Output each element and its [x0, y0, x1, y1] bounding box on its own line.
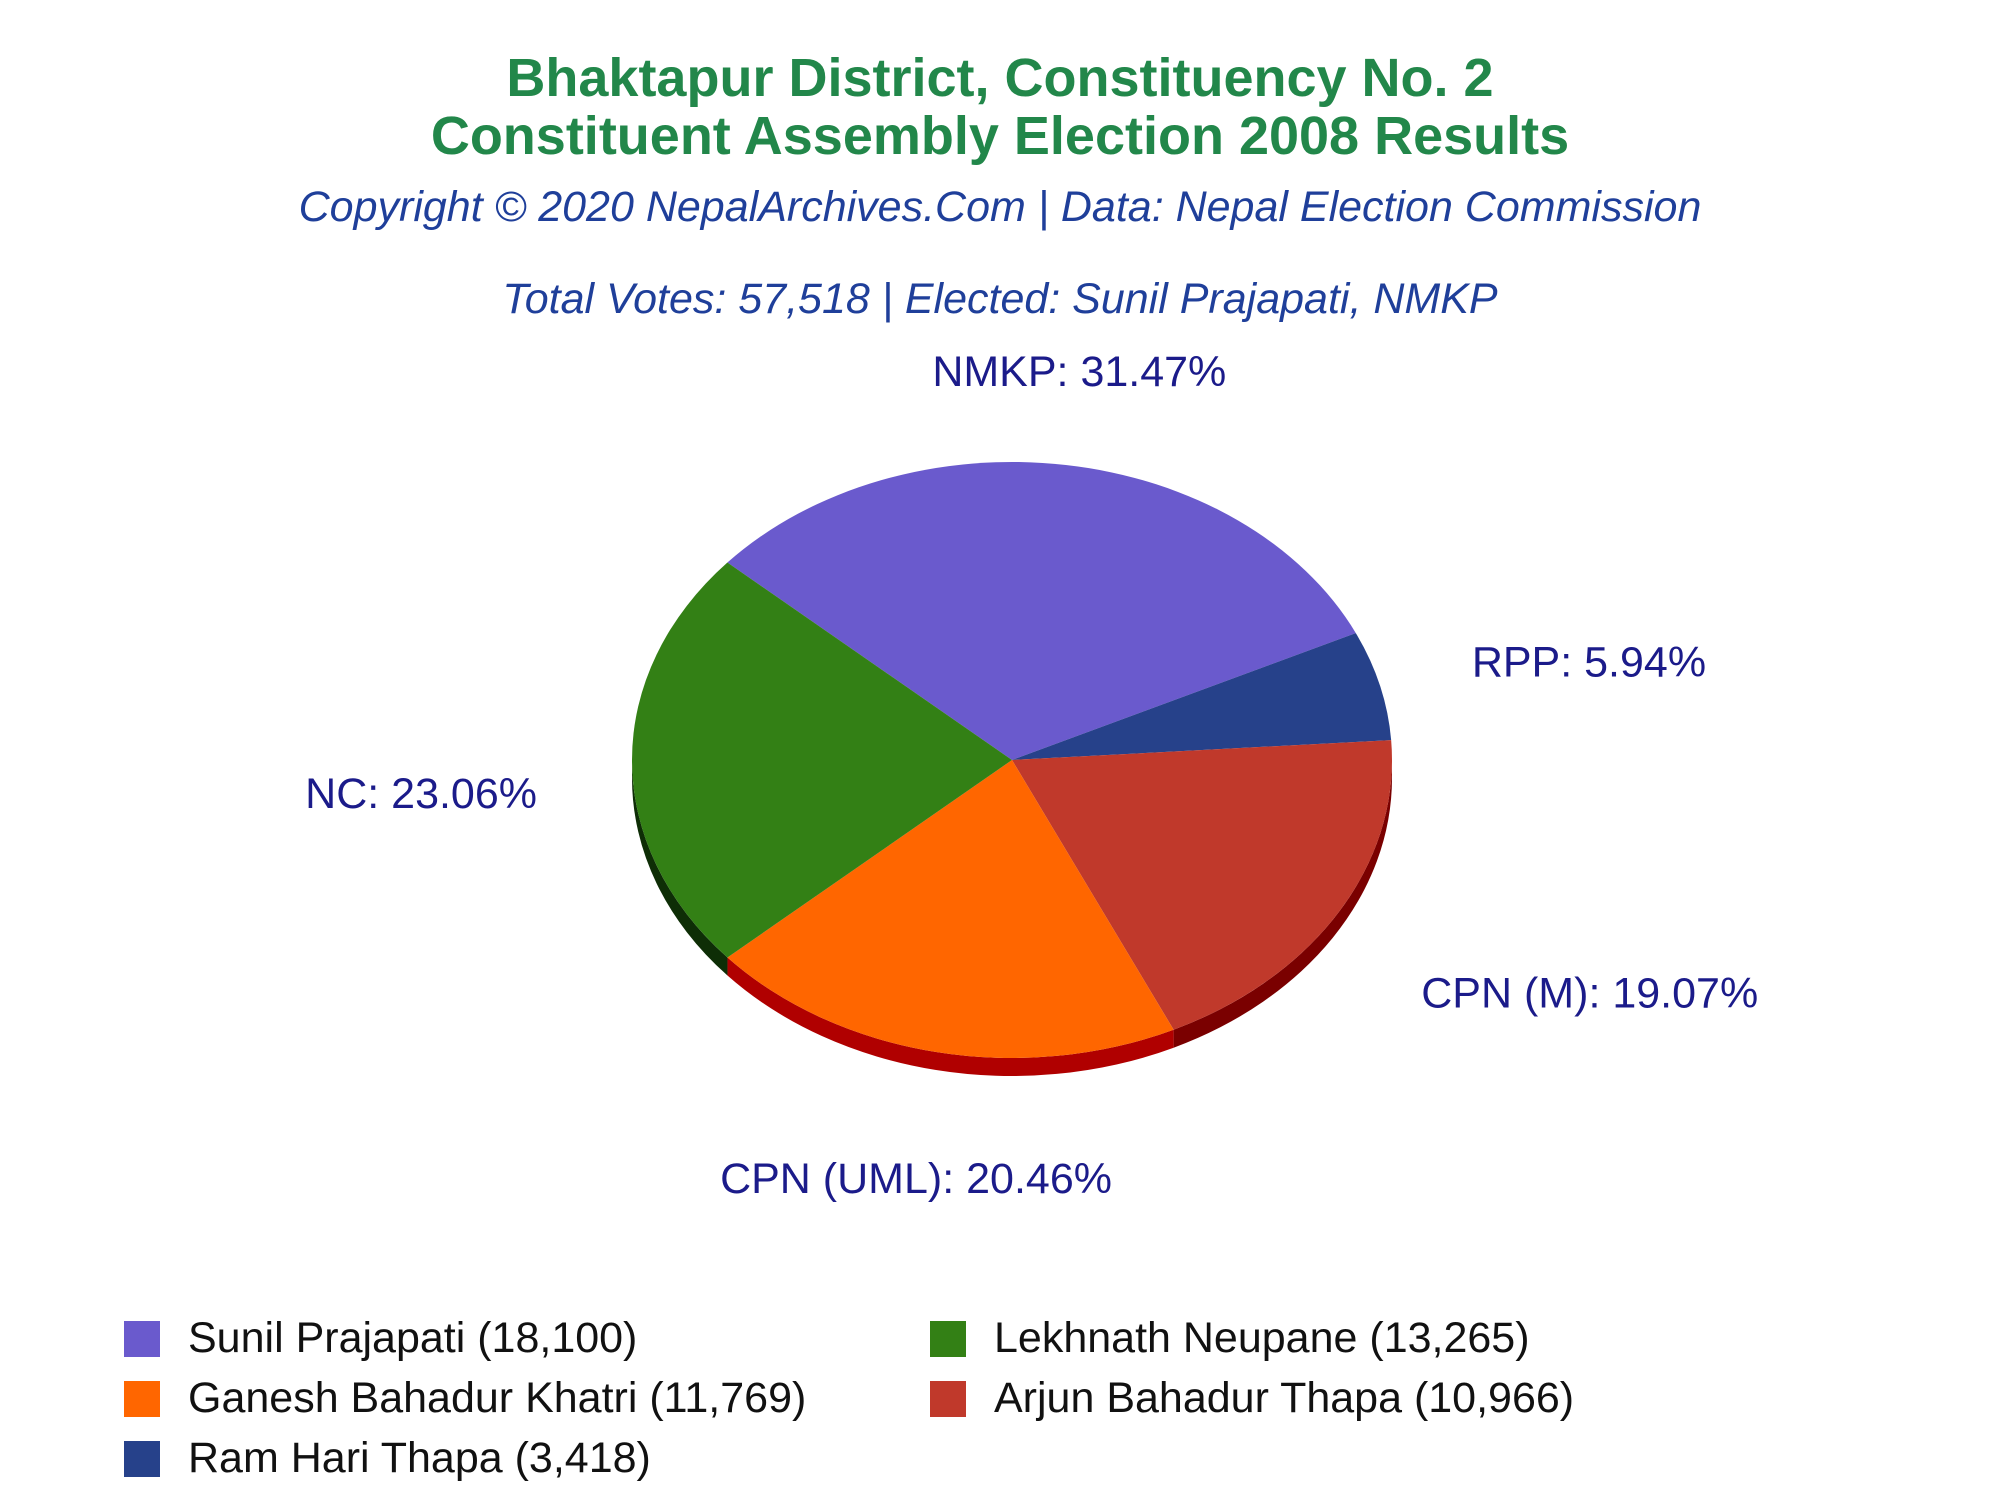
legend-label: Sunil Prajapati (18,100): [188, 1314, 638, 1362]
legend-swatch: [124, 1320, 160, 1357]
slice-label-rpp: RPP: 5.94%: [1472, 638, 1706, 686]
legend-swatch: [124, 1440, 160, 1477]
legend-item: Lekhnath Neupane (13,265): [930, 1314, 1530, 1363]
chart-title-line1: Bhaktapur District, Constituency No. 2: [506, 48, 1494, 108]
pie-side-cpn-uml-: [727, 957, 1174, 1076]
legend-item: Arjun Bahadur Thapa (10,966): [930, 1374, 1574, 1423]
legend-swatch: [124, 1380, 160, 1417]
pie-slice-rpp: [1012, 633, 1392, 760]
pie-chart: NMKP: 31.47% RPP: 5.94% CPN (M): 19.07% CPN…: [305, 348, 1758, 1203]
legend-label: Arjun Bahadur Thapa (10,966): [994, 1374, 1575, 1422]
legend-label: Lekhnath Neupane (13,265): [994, 1314, 1530, 1362]
pie-slice-nmkp: [727, 462, 1356, 760]
slice-label-cpn-uml-: CPN (UML): 20.46%: [720, 1155, 1112, 1203]
slice-label-nmkp: NMKP: 31.47%: [932, 348, 1226, 396]
legend-item: Ram Hari Thapa (3,418): [124, 1434, 651, 1483]
slice-label-cpn-m-: CPN (M): 19.07%: [1421, 969, 1758, 1017]
legend-item: Sunil Prajapati (18,100): [124, 1314, 637, 1363]
pie-side-nc: [632, 760, 728, 976]
pie-slice-cpn-m-: [1012, 740, 1392, 1030]
legend-label: Ganesh Bahadur Khatri (11,769): [188, 1374, 807, 1422]
chart-legend: Sunil Prajapati (18,100) Lekhnath Neupane…: [0, 1300, 2000, 1500]
copyright-text: Copyright © 2020 NepalArchives.Com | Dat…: [298, 183, 1702, 231]
chart-title-line2: Constituent Assembly Election 2008 Resul…: [430, 106, 1570, 166]
pie-slice-cpn-uml-: [727, 760, 1174, 1058]
slice-label-nc: NC: 23.06%: [305, 770, 537, 818]
legend-item: Ganesh Bahadur Khatri (11,769): [124, 1374, 806, 1423]
legend-label: Ram Hari Thapa (3,418): [188, 1434, 651, 1482]
legend-swatch: [930, 1380, 966, 1417]
pie-side-cpn-m-: [1173, 760, 1392, 1048]
summary-text: Total Votes: 57,518 | Elected: Sunil Pra…: [502, 275, 1498, 323]
pie-slice-nc: [632, 562, 1012, 958]
legend-swatch: [930, 1320, 966, 1357]
